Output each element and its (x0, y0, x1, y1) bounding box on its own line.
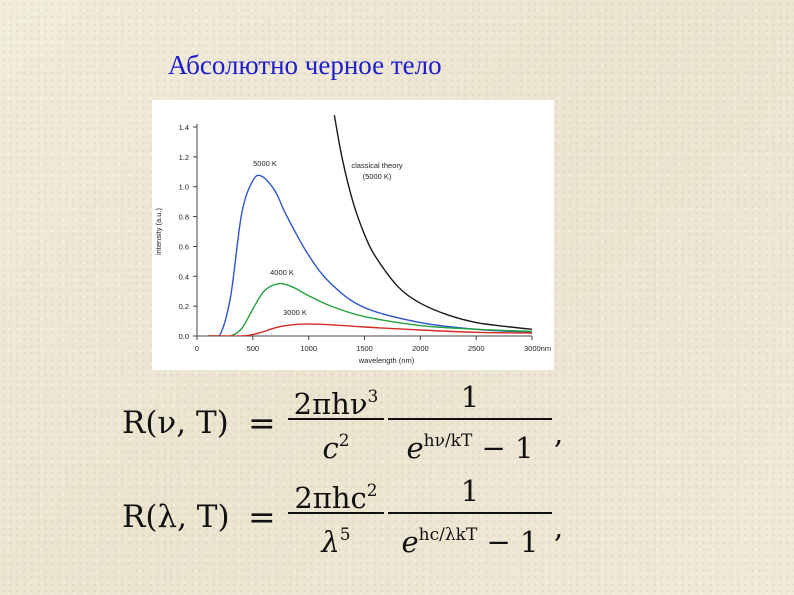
formula-wavelength-fraction2: 1 ehc/λkT − 1 (388, 472, 552, 559)
formula-frequency-equals: = (248, 403, 276, 442)
formula-wavelength-equals: = (248, 497, 276, 536)
x-tick-label: 2000 (412, 344, 429, 353)
formula-wavelength-num1-exp: 2 (366, 481, 378, 501)
planck-chart: 0.0 0.2 0.4 0.6 0.8 1.0 1.2 1.4 0 500 1000 1500 2000… (152, 100, 554, 370)
formula-wavelength-num2: 1 (460, 474, 480, 508)
formula-frequency-fraction1: 2πhν3 c2 (288, 378, 384, 465)
x-tick-label: 1500 (356, 344, 373, 353)
y-tick-label: 1.2 (179, 153, 189, 162)
formula-wavelength-den1: λ (321, 525, 340, 559)
formula-wavelength-den1-exp: 5 (339, 525, 351, 545)
formula-frequency-lhs: R(ν, T) (122, 405, 229, 441)
formula-frequency: R(ν, T) = 2πhν3 c2 1 ehν/kT − 1 , (122, 378, 592, 465)
y-tick-label: 0.8 (179, 213, 189, 222)
fraction-bar (288, 418, 384, 420)
x-tick-label: 2500 (468, 344, 485, 353)
y-tick-label: 0.2 (179, 302, 189, 311)
formula-wavelength-den2-exp: hc/λkT (418, 525, 478, 545)
annotation-3000k: 3000 K (283, 308, 307, 317)
y-tick-label: 0.0 (179, 332, 189, 341)
formula-frequency-den2-tail: − 1 (472, 431, 534, 465)
formula-frequency-num1: 2πhν (293, 387, 368, 421)
formula-wavelength-den2: e (401, 525, 419, 559)
formula-frequency-num2: 1 (460, 380, 480, 414)
series-5000k-line (208, 174, 533, 336)
formula-wavelength-comma: , (554, 510, 564, 544)
fraction-bar (388, 418, 552, 420)
y-tick-label: 0.6 (179, 242, 189, 251)
y-tick-label: 0.4 (179, 272, 189, 281)
y-axis-label: intensity (a.u.) (154, 207, 163, 255)
x-axis-label: wavelength (nm) (358, 356, 415, 365)
x-tick-label: 500 (247, 344, 260, 353)
y-tick-label: 1.0 (179, 183, 189, 192)
formula-wavelength: R(λ, T) = 2πhc2 λ5 1 ehc/λkT − 1 , (122, 472, 592, 559)
x-tick-label: 0 (195, 344, 199, 353)
formula-frequency-fraction2: 1 ehν/kT − 1 (388, 378, 552, 465)
formula-frequency-comma: , (554, 416, 564, 450)
formula-frequency-num1-exp: 3 (367, 387, 379, 407)
slide-title: Абсолютно черное тело (168, 50, 442, 80)
annotation-classical-theory: classical theory (351, 161, 403, 170)
series-3000k-line (208, 323, 533, 336)
formula-wavelength-fraction1: 2πhc2 λ5 (288, 472, 384, 559)
series-classical-line (333, 114, 533, 330)
formula-frequency-den2-exp: hν/kT (423, 431, 473, 451)
x-tick-label: 1000 (300, 344, 317, 353)
chart-svg: 0.0 0.2 0.4 0.6 0.8 1.0 1.2 1.4 0 500 1000 1500 2000… (154, 114, 551, 365)
annotation-5000k: 5000 K (253, 159, 277, 168)
annotation-4000k: 4000 K (270, 268, 294, 277)
formula-frequency-den2: e (406, 431, 424, 465)
annotation-classical-temp: (5000 K) (363, 172, 392, 181)
formula-frequency-den1: c (322, 431, 339, 465)
formula-wavelength-num1: 2πhc (294, 481, 367, 515)
y-tick-label: 1.4 (179, 123, 189, 132)
formula-frequency-den1-exp: 2 (338, 431, 350, 451)
fraction-bar (388, 512, 552, 514)
formula-wavelength-den2-tail: − 1 (477, 525, 539, 559)
fraction-bar (288, 512, 384, 514)
formula-wavelength-lhs: R(λ, T) (122, 499, 230, 535)
x-tick-label: 3000nm (524, 344, 551, 353)
